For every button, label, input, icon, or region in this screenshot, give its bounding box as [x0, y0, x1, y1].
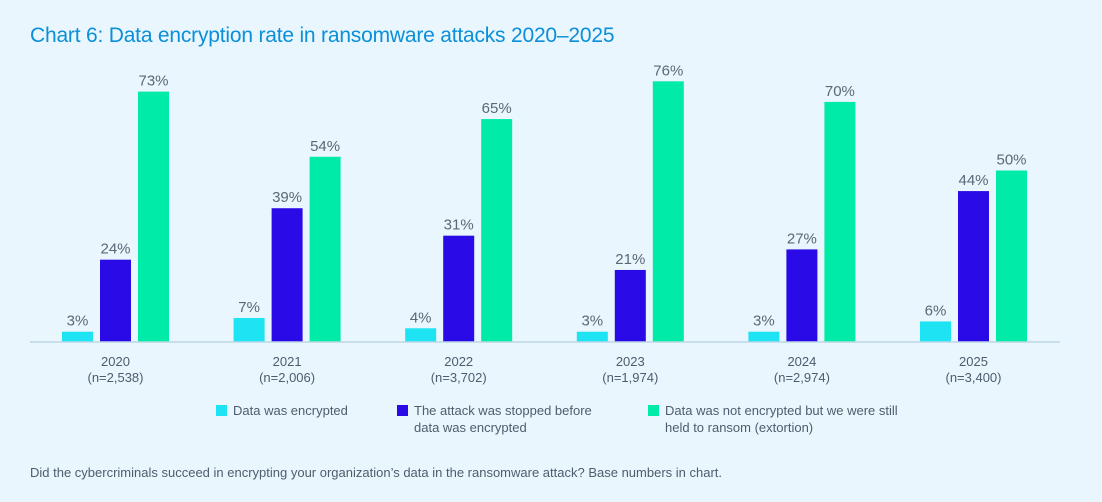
- x-tick-base-2024: (n=2,974): [774, 370, 830, 385]
- value-label-2024-stopped: 27%: [787, 230, 817, 247]
- bar-2021-extortion: [309, 156, 341, 342]
- x-tick-base-2023: (n=1,974): [602, 370, 658, 385]
- legend-swatch-stopped: [397, 405, 408, 416]
- x-tick-year-2024: 2024: [787, 354, 816, 369]
- x-tick-base-2025: (n=3,400): [945, 370, 1001, 385]
- value-label-2020-extortion: 73%: [138, 73, 168, 90]
- bar-2025-stopped: [958, 191, 989, 342]
- bar-2024-stopped: [786, 249, 818, 342]
- legend-swatch-extortion: [648, 405, 659, 416]
- bar-2025-encrypted: [920, 321, 951, 342]
- bar-2020-stopped: [100, 259, 131, 342]
- x-tick-year-2022: 2022: [444, 354, 473, 369]
- x-tick-year-2025: 2025: [959, 354, 988, 369]
- value-labels-layer: 3% 24% 73% 7% 39% 54% 4% 31% 65% 3% 21% 76% 3% 27% 70%…: [67, 62, 1027, 329]
- bar-2021-encrypted: [233, 317, 265, 342]
- legend-label: Data was not encrypted but we were still…: [665, 403, 898, 435]
- value-label-2021-extortion: 54%: [310, 138, 340, 155]
- bar-2020-extortion: [138, 91, 169, 342]
- bar-2023-extortion: [652, 81, 684, 342]
- bar-chart: 3% 24% 73% 7% 39% 54% 4% 31% 65% 3% 21% 76% 3% 27% 70%…: [30, 62, 1060, 385]
- x-tick-labels-layer: 2020(n=2,538) 2021(n=2,006) 2022(n=3,702) 2…: [87, 354, 1001, 385]
- bar-2020-encrypted: [62, 331, 93, 342]
- x-tick-base-2021: (n=2,006): [259, 370, 315, 385]
- value-label-2025-stopped: 44%: [958, 172, 988, 189]
- bar-2023-stopped: [614, 269, 646, 342]
- value-label-2023-extortion: 76%: [653, 62, 683, 79]
- value-label-2021-encrypted: 7%: [238, 299, 260, 316]
- bar-2021-stopped: [271, 208, 303, 342]
- value-label-2020-encrypted: 3%: [67, 313, 89, 330]
- value-label-2022-extortion: 65%: [482, 100, 512, 117]
- legend-label: Data was encrypted: [233, 403, 348, 418]
- value-label-2023-encrypted: 3%: [581, 313, 603, 330]
- x-tick-base-2022: (n=3,702): [431, 370, 487, 385]
- legend-label: The attack was stopped before data was e…: [414, 403, 592, 435]
- x-tick-year-2020: 2020: [101, 354, 130, 369]
- value-label-2022-stopped: 31%: [444, 217, 474, 234]
- bar-2024-encrypted: [748, 331, 780, 342]
- x-tick-year-2021: 2021: [273, 354, 302, 369]
- x-tick-year-2023: 2023: [616, 354, 645, 369]
- footnote: Did the cybercriminals succeed in encryp…: [30, 465, 722, 480]
- bar-2024-extortion: [824, 101, 856, 343]
- value-label-2023-stopped: 21%: [615, 251, 645, 268]
- x-tick-base-2020: (n=2,538): [87, 370, 143, 385]
- bar-2023-encrypted: [576, 331, 608, 342]
- bar-2025-extortion: [996, 170, 1027, 342]
- value-label-2021-stopped: 39%: [272, 189, 302, 206]
- value-label-2020-stopped: 24%: [100, 241, 130, 258]
- chart-title: Chart 6: Data encryption rate in ransomw…: [30, 24, 615, 47]
- bar-2022-extortion: [481, 119, 513, 342]
- value-label-2024-encrypted: 3%: [753, 313, 775, 330]
- value-label-2025-extortion: 50%: [996, 152, 1026, 169]
- bar-2022-stopped: [443, 235, 475, 342]
- value-label-2025-encrypted: 6%: [925, 302, 947, 319]
- legend-swatch-encrypted: [216, 405, 227, 416]
- bars-layer: [62, 81, 1027, 343]
- bar-2022-encrypted: [405, 328, 437, 342]
- value-label-2024-extortion: 70%: [825, 83, 855, 100]
- value-label-2022-encrypted: 4%: [410, 309, 432, 326]
